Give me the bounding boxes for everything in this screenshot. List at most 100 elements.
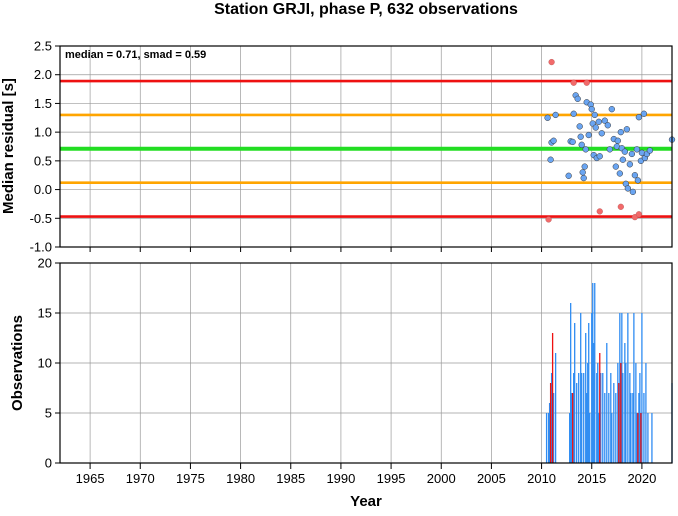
residual-y-tick-label: 2.0 — [34, 67, 52, 82]
observation-bar — [639, 373, 641, 463]
observation-bar — [589, 413, 591, 463]
residual-plot-area — [60, 46, 672, 247]
observation-bar — [608, 393, 610, 463]
observation-bar — [550, 373, 553, 463]
residual-outlier-point — [570, 79, 577, 86]
observation-bar — [645, 363, 647, 463]
residual-point — [616, 170, 623, 177]
observation-bar — [548, 403, 551, 463]
residual-point — [608, 106, 615, 113]
observation-bar — [578, 373, 580, 463]
observation-bar — [606, 343, 608, 463]
observation-bar — [633, 313, 635, 463]
x-tick-label: 1965 — [76, 471, 105, 486]
observation-bar — [615, 393, 617, 463]
observation-bar — [617, 363, 619, 463]
residual-panel: -1.0 -0.5 0.0 0.5 1.0 1.5 2.0 2.5 median = 0.71… — [0, 39, 676, 255]
residual-grid — [60, 45, 672, 252]
observation-bar — [641, 313, 643, 463]
residual-point — [596, 153, 603, 160]
residual-y-tick-label: 1.5 — [34, 96, 52, 111]
residual-point — [552, 111, 559, 119]
residual-point — [626, 161, 634, 168]
observation-bar — [586, 393, 588, 463]
residual-annotation: median = 0.71, smad = 0.59 — [65, 49, 206, 61]
residual-point — [598, 130, 605, 137]
residual-y-tick-label: 2.5 — [34, 39, 52, 54]
observations-y-ticks: 0 5 10 15 20 — [38, 256, 60, 471]
observation-bar — [627, 313, 629, 463]
residual-y-axis-label: Median residual [s] — [0, 78, 17, 214]
outlier-observation-bar — [572, 393, 574, 463]
residual-y-tick-label: -1.0 — [30, 240, 52, 255]
observation-bar — [635, 363, 637, 463]
observation-bar — [610, 373, 612, 463]
outlier-observation-bar — [620, 363, 622, 463]
observation-bar — [613, 383, 615, 463]
residual-outlier-point — [596, 208, 603, 215]
residual-point — [617, 128, 624, 136]
observations-y-tick-label: 5 — [45, 406, 52, 421]
residual-y-tick-label: -0.5 — [30, 211, 52, 226]
observation-bar — [604, 393, 606, 463]
residual-point — [578, 141, 585, 148]
observation-bar — [632, 393, 634, 463]
residual-point — [624, 185, 632, 192]
residual-point — [640, 110, 648, 117]
observation-bar — [552, 393, 555, 463]
residual-point — [574, 95, 581, 102]
residual-outlier-point — [617, 203, 624, 210]
residual-point — [579, 169, 586, 176]
residual-point — [565, 172, 572, 179]
observations-y-tick-label: 0 — [45, 456, 52, 471]
observation-bar — [636, 413, 638, 463]
residual-point — [592, 124, 599, 131]
residual-outlier-point — [635, 211, 642, 218]
observation-bar — [545, 413, 548, 463]
observations-y-tick-label: 15 — [38, 306, 52, 321]
residual-point — [547, 156, 554, 163]
residual-point — [576, 123, 583, 130]
residual-point — [623, 126, 631, 133]
observation-bar — [588, 323, 590, 463]
residual-point — [577, 133, 584, 140]
residual-point — [604, 122, 611, 129]
residual-outlier-point — [545, 216, 552, 223]
outlier-observation-bar — [618, 383, 620, 463]
residual-points — [544, 58, 676, 223]
residual-point — [634, 177, 642, 184]
residual-point — [582, 146, 589, 153]
observation-bar — [621, 313, 623, 463]
observation-bar — [570, 303, 572, 463]
observations-panel: 0 5 10 15 20 1965 1970 1975 1980 1985 1990 1995 200… — [9, 256, 673, 510]
observation-bar — [592, 283, 594, 463]
observation-bar — [574, 323, 576, 463]
residual-point — [619, 156, 626, 163]
observation-bar — [598, 413, 600, 463]
residual-point — [614, 137, 621, 144]
x-tick-label: 1990 — [326, 471, 355, 486]
residual-point — [601, 117, 608, 124]
observation-bar — [576, 383, 578, 463]
outlier-observation-bar — [637, 413, 639, 463]
residual-point — [585, 131, 592, 139]
residual-point — [612, 163, 619, 170]
residual-point — [635, 114, 643, 121]
observation-bar — [580, 313, 582, 463]
residual-point — [633, 146, 641, 153]
observation-bar — [643, 393, 645, 463]
observation-bar — [602, 373, 604, 463]
observation-bar — [573, 373, 575, 463]
x-tick-label: 1970 — [126, 471, 155, 486]
observation-bar — [583, 373, 585, 463]
residual-point — [581, 163, 588, 170]
residual-y-tick-label: 0.5 — [34, 153, 52, 168]
observation-bar — [585, 333, 587, 463]
observation-bar — [624, 343, 626, 463]
residual-point — [588, 106, 595, 113]
observations-y-tick-label: 10 — [38, 356, 52, 371]
x-tick-label: 2000 — [427, 471, 456, 486]
observation-bar — [647, 413, 649, 463]
